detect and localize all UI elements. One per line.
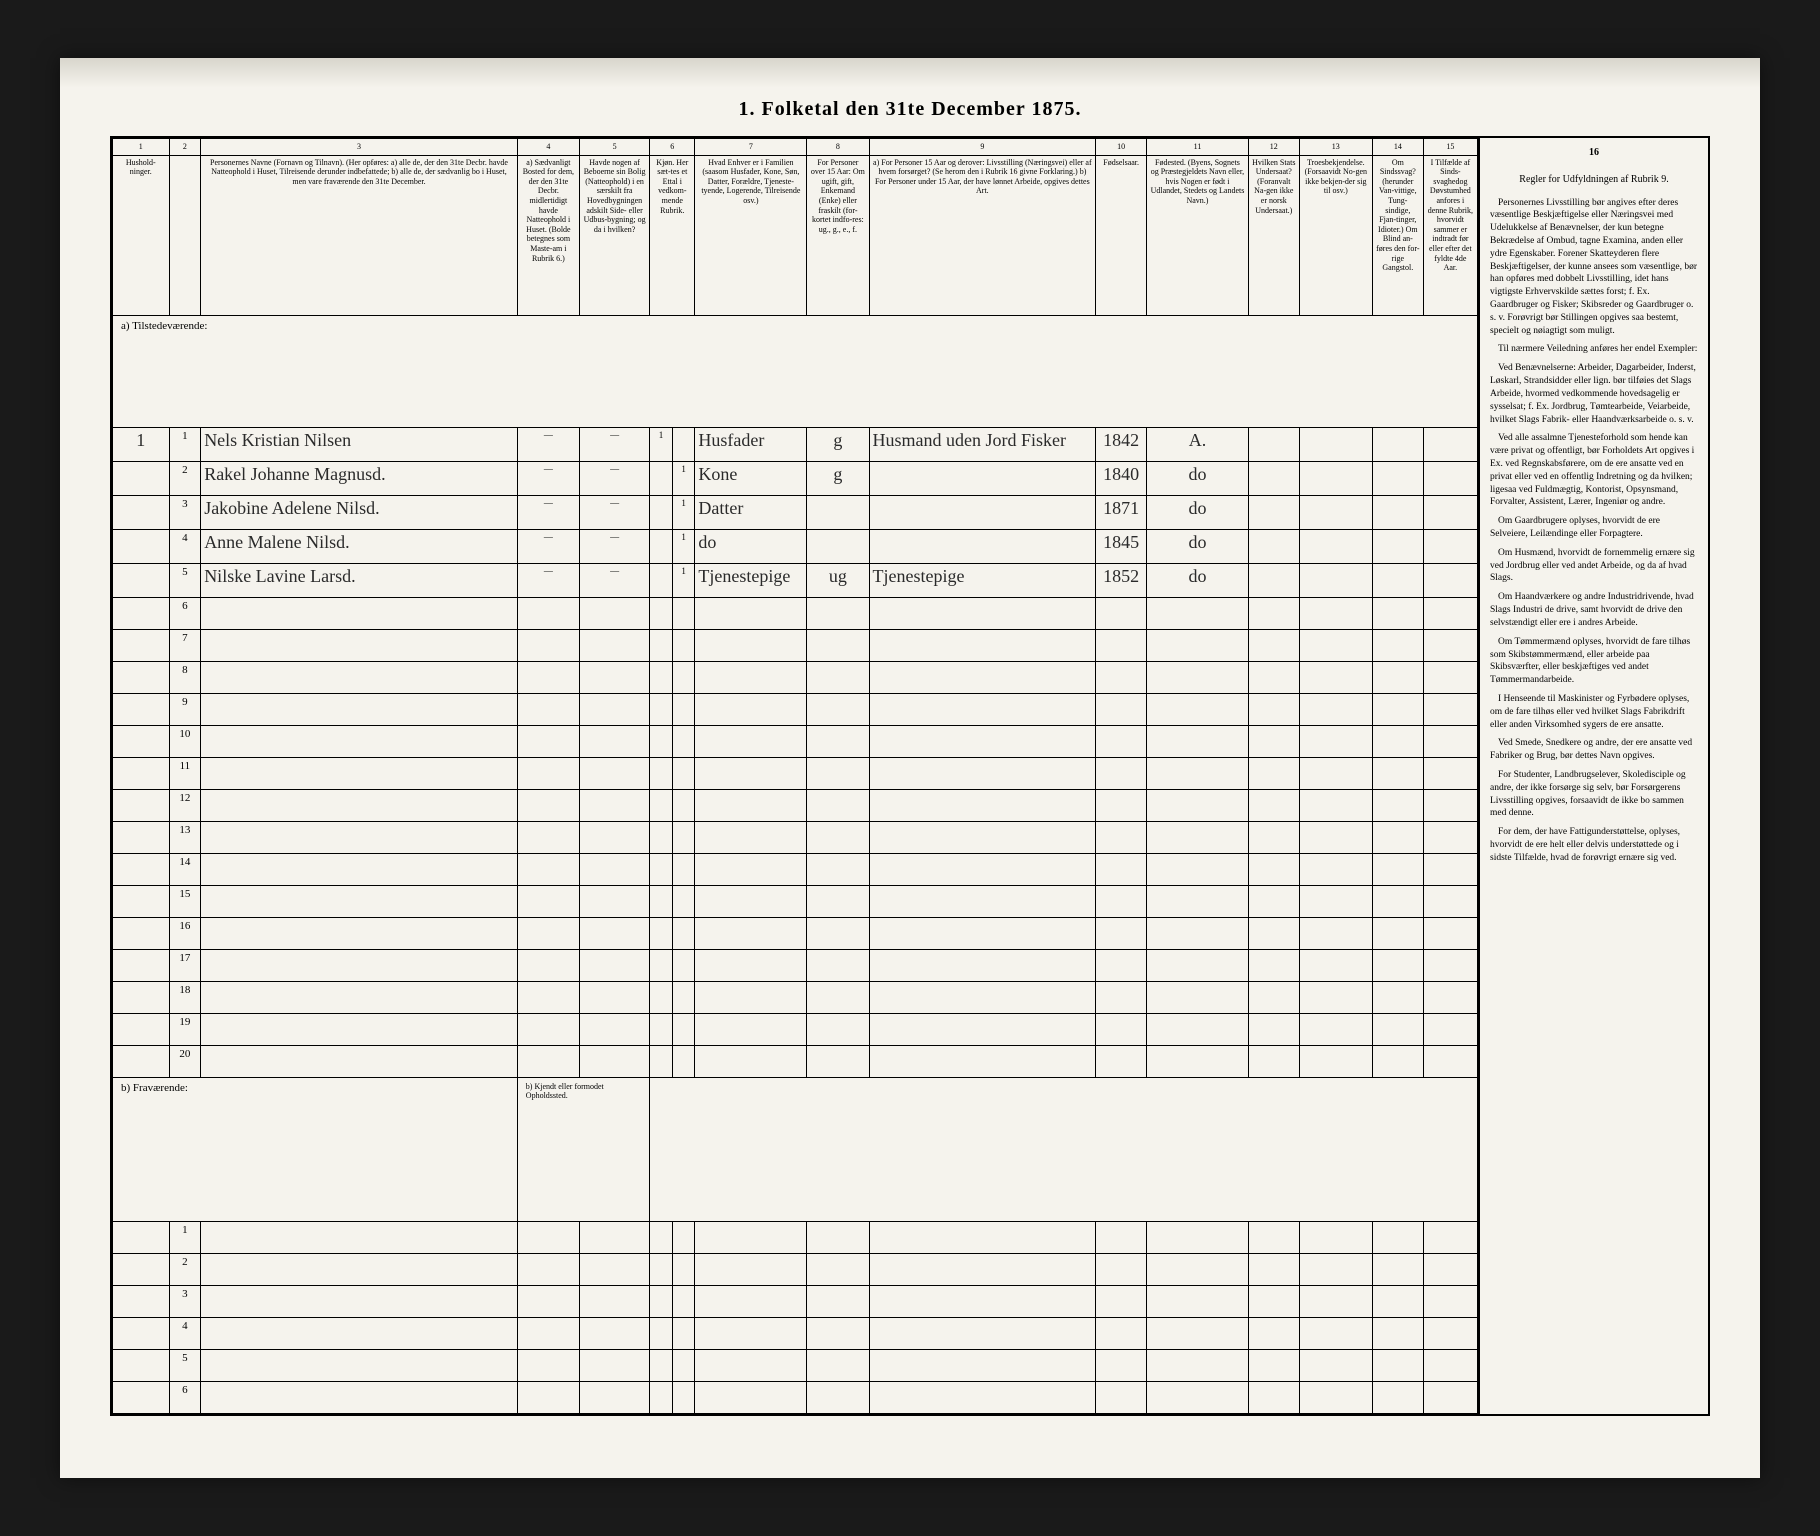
table-row: 20	[113, 1045, 1478, 1077]
table-row: 9	[113, 693, 1478, 725]
table-row: 3	[113, 1286, 1478, 1318]
table-row: 3Jakobine Adelene Nilsd.——1Datter1871do	[113, 495, 1478, 529]
rules-paragraph: Om Husmænd, hvorvidt de fornemmelig ernæ…	[1490, 547, 1698, 585]
table-row: 4Anne Malene Nilsd.——1do1845do	[113, 529, 1478, 563]
table-row: 14	[113, 853, 1478, 885]
table-row: 6	[113, 1382, 1478, 1414]
table-row: 2	[113, 1254, 1478, 1286]
table-row: 16	[113, 917, 1478, 949]
table-row: 11Nels Kristian Nilsen——1HusfadergHusman…	[113, 427, 1478, 461]
rules-paragraph: Ved Smede, Snedkere og andre, der ere an…	[1490, 737, 1698, 763]
table-row: 12	[113, 789, 1478, 821]
rules-paragraph: Ved Benævnelserne: Arbeider, Dagarbeider…	[1490, 362, 1698, 426]
table-row: 7	[113, 629, 1478, 661]
column-header-row: Hushold-ninger. Personernes Navne (Forna…	[113, 155, 1478, 315]
rules-paragraph: Personernes Livsstilling bør angives eft…	[1490, 197, 1698, 338]
table-row: 2Rakel Johanne Magnusd.——1Koneg1840do	[113, 461, 1478, 495]
table-row: 17	[113, 949, 1478, 981]
section-a-label: a) Tilstedeværende:	[113, 315, 1478, 427]
table-row: 5Nilske Lavine Larsd.——1TjenestepigeugTj…	[113, 563, 1478, 597]
rules-body: Personernes Livsstilling bør angives eft…	[1490, 197, 1698, 865]
rules-heading: 16 Regler for Udfyldningen af Rubrik 9.	[1490, 146, 1698, 187]
census-table: 1 2 3 4 5 6 7 8 9 10 11 12 13 14 15	[112, 138, 1478, 1414]
table-row: 5	[113, 1350, 1478, 1382]
table-row: 11	[113, 757, 1478, 789]
rules-paragraph: For dem, der have Fattigunderstøttelse, …	[1490, 826, 1698, 864]
rules-paragraph: Om Tømmermænd oplyses, hvorvidt de fare …	[1490, 636, 1698, 687]
table-row: 13	[113, 821, 1478, 853]
table-row: 6	[113, 597, 1478, 629]
section-b-label: b) Fraværende:b) Kjendt eller formodet O…	[113, 1077, 1478, 1221]
column-number-row: 1 2 3 4 5 6 7 8 9 10 11 12 13 14 15	[113, 139, 1478, 156]
census-page: 1. Folketal den 31te December 1875. 1 2 …	[60, 58, 1760, 1478]
rules-paragraph: Til nærmere Veiledning anføres her endel…	[1490, 343, 1698, 356]
rules-paragraph: I Henseende til Maskinister og Fyrbødere…	[1490, 693, 1698, 731]
page-title: 1. Folketal den 31te December 1875.	[110, 98, 1710, 121]
table-row: 18	[113, 981, 1478, 1013]
table-row: 1	[113, 1222, 1478, 1254]
table-row: 10	[113, 725, 1478, 757]
table-row: 15	[113, 885, 1478, 917]
rules-paragraph: Ved alle assalmne Tjenesteforhold som he…	[1490, 432, 1698, 509]
rules-paragraph: Om Haandværkere og andre Industridrivend…	[1490, 591, 1698, 629]
sheet: 1 2 3 4 5 6 7 8 9 10 11 12 13 14 15	[110, 136, 1710, 1416]
rules-paragraph: Om Gaardbrugere oplyses, hvorvidt de ere…	[1490, 515, 1698, 541]
table-row: 4	[113, 1318, 1478, 1350]
table-row: 8	[113, 661, 1478, 693]
rules-column: 16 Regler for Udfyldningen af Rubrik 9. …	[1478, 138, 1708, 1414]
table-row: 19	[113, 1013, 1478, 1045]
table-body: a) Tilstedeværende:11Nels Kristian Nilse…	[113, 315, 1478, 1413]
rules-paragraph: For Studenter, Landbrugselever, Skoledis…	[1490, 769, 1698, 820]
